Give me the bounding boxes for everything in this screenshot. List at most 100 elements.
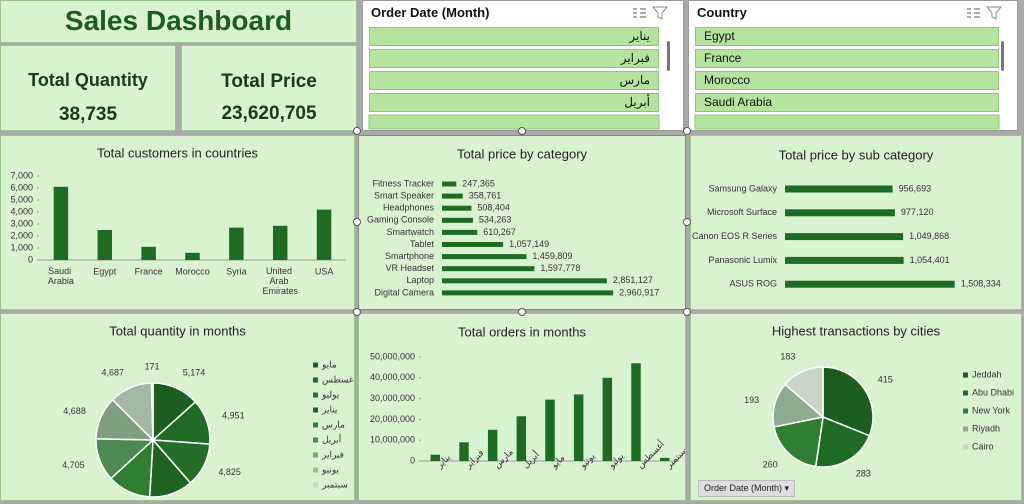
chart-panel: Highest transactions by cities 415 Jeddah 2…	[690, 313, 1022, 501]
y-tick-label: 2,000	[10, 230, 33, 240]
bar	[487, 429, 498, 461]
chart-panel: Total orders in months 0 10,000,000 20,000,…	[358, 313, 686, 501]
data-label: 534,263	[479, 215, 512, 225]
bar	[442, 181, 457, 187]
slicer-item[interactable]: Egypt	[695, 27, 999, 46]
legend-label: مارس	[322, 419, 345, 430]
y-tick-label: 3,000	[10, 218, 33, 228]
slicer[interactable]: Country Egypt France Morocco Saudi Arabia	[688, 0, 1018, 131]
y-tick-label: Smart Speaker	[374, 190, 434, 200]
bar	[97, 230, 113, 260]
slicer-item[interactable]: أبريل	[369, 93, 659, 112]
y-tick-label: Laptop	[406, 275, 434, 285]
chart: Highest transactions by cities 415 Jeddah 2…	[744, 323, 1014, 479]
legend-swatch	[963, 444, 968, 450]
legend-label: يناير	[321, 404, 338, 415]
bar	[442, 193, 463, 199]
data-label: 1,054,401	[910, 255, 950, 265]
data-label: 193	[744, 395, 759, 405]
slicer-title: Order Date (Month)	[371, 5, 490, 20]
legend-label: Cairo	[972, 441, 994, 451]
slicer-item[interactable]: Saudi Arabia	[695, 93, 999, 112]
y-tick-label: 1,000	[10, 242, 33, 252]
legend-swatch	[313, 392, 318, 398]
y-tick-label: Tablet	[410, 239, 435, 249]
data-label: 1,057,149	[509, 239, 549, 249]
legend-label: New York	[972, 405, 1011, 415]
bar	[53, 186, 69, 260]
slicer-decor	[368, 6, 670, 130]
bar	[185, 252, 200, 260]
data-label: 1,459,809	[532, 251, 572, 261]
data-label: 1,049,868	[909, 231, 949, 241]
slicer-item[interactable]: Morocco	[695, 71, 999, 90]
legend-swatch	[313, 452, 318, 458]
data-label: 1,508,334	[961, 279, 1001, 289]
legend-label: فبراير	[321, 449, 344, 460]
kpi-value: 23,620,705	[221, 103, 317, 124]
y-tick-label: Gaming Console	[367, 215, 434, 225]
y-tick-label: Panasonic Lumix	[708, 255, 777, 265]
data-label: 4,705	[62, 460, 85, 470]
data-label: 4,951	[222, 411, 245, 421]
x-tick-label: Egypt	[93, 266, 117, 276]
data-label: 283	[856, 469, 871, 479]
chart-title: Total price by category	[457, 146, 588, 161]
legend-label: يوليو	[321, 389, 340, 400]
field-button[interactable]: Order Date (Month) ▾	[698, 480, 796, 497]
bar	[785, 233, 904, 241]
y-tick-label: 40,000,000	[370, 372, 415, 382]
y-tick-label: 5,000	[10, 194, 33, 204]
chart-panel: Total quantity in months 5,174 مايو 4,951 أغ…	[0, 313, 355, 501]
chart-title: Highest transactions by cities	[772, 323, 941, 338]
data-label: 1,597,778	[540, 263, 580, 273]
bar	[442, 254, 527, 260]
slicer-title: Country	[697, 5, 747, 20]
data-label: 415	[878, 374, 893, 384]
x-tick-label: France	[135, 266, 163, 276]
legend-swatch	[963, 426, 968, 432]
bar	[316, 209, 332, 260]
slicer-decor	[694, 6, 1004, 130]
bar	[459, 442, 469, 461]
chart-panel: Total price by sub category Samsung Galax…	[690, 135, 1022, 310]
x-tick-label: Morocco	[175, 266, 210, 276]
y-tick-label: Headphones	[383, 203, 435, 213]
legend-label: أغسطس	[322, 372, 354, 385]
slicer-item[interactable]: فبراير	[369, 49, 659, 68]
kpi-panel: Total Quantity 38,735	[0, 45, 176, 131]
legend-swatch	[313, 407, 318, 413]
slicer-item[interactable]: يناير	[369, 27, 659, 46]
pie-slice	[814, 415, 871, 468]
multi-select-icon	[967, 8, 980, 18]
chart: Total price by category Fitness Tracker 24…	[367, 146, 659, 297]
kpi-label: Total Quantity	[28, 70, 148, 90]
pie-slice	[783, 366, 824, 419]
chart: Total quantity in months 5,174 مايو 4,951 أغ…	[62, 323, 354, 498]
legend-swatch	[313, 422, 318, 428]
slicer-item[interactable]: مارس	[369, 71, 659, 90]
legend-label: Abu Dhabi	[972, 387, 1014, 397]
y-tick-label: 50,000,000	[370, 351, 415, 361]
data-label: 508,404	[477, 203, 510, 213]
data-label: 260	[763, 459, 778, 469]
legend-label: سبتمبر	[321, 479, 348, 490]
y-tick-label: Digital Camera	[374, 287, 434, 297]
data-label: 5,174	[183, 368, 206, 378]
y-tick-label: 0	[410, 455, 415, 465]
y-tick-label: Smartwatch	[386, 227, 434, 237]
slicer-more-item	[694, 114, 1000, 130]
data-label: 956,693	[899, 183, 932, 193]
chart-title: Total quantity in months	[109, 323, 246, 338]
slicer[interactable]: Order Date (Month) يناير فبراير مارس أبريل	[362, 0, 684, 131]
bar	[573, 394, 584, 461]
legend-swatch	[313, 362, 318, 368]
bar	[442, 229, 478, 235]
legend-swatch	[313, 437, 318, 443]
bar	[442, 266, 535, 272]
chart: Total orders in months 0 10,000,000 20,000,…	[370, 324, 685, 471]
slicer-item[interactable]: France	[695, 49, 999, 68]
clear-filter-icon	[985, 6, 1003, 20]
scrollbar	[1001, 41, 1004, 71]
